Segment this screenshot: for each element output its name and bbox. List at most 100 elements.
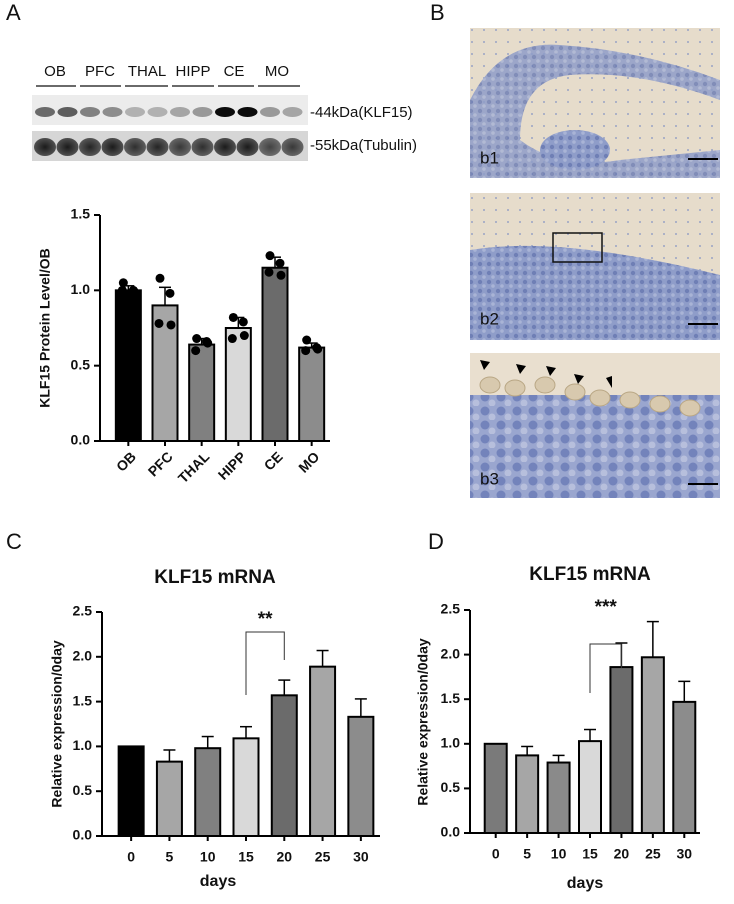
x-axis-label: days (567, 875, 604, 892)
blot-band (102, 107, 123, 117)
panel-label: A (6, 0, 21, 25)
data-point (264, 267, 274, 277)
bar (309, 665, 337, 837)
data-point (313, 344, 323, 354)
blot-band (192, 107, 213, 117)
image-label: b3 (480, 469, 499, 488)
y-axis-label: KLF15 Protein Level/OB (37, 248, 53, 407)
y-tick-label: 1.0 (71, 281, 91, 297)
x-tick-label: 25 (645, 846, 661, 862)
bar (483, 742, 508, 834)
blot-band (35, 107, 55, 117)
blot-group: THAL (128, 63, 166, 80)
x-tick-label: 5 (166, 849, 174, 865)
image-label: b2 (480, 309, 499, 328)
blot-band (125, 107, 145, 117)
data-point (192, 334, 202, 344)
x-tick-label: CE (261, 448, 286, 473)
y-tick-label: 0.5 (73, 782, 93, 798)
histology-b2 (470, 193, 720, 340)
blot-band (124, 138, 146, 156)
blot-band (34, 138, 56, 156)
blot-group: PFC (85, 63, 115, 80)
histology-b1 (470, 28, 720, 178)
x-tick-label: 0 (127, 849, 135, 865)
bar (114, 289, 142, 443)
x-tick-label: HIPP (215, 448, 249, 482)
data-point (166, 320, 176, 330)
blot-band (56, 138, 79, 156)
data-point (165, 288, 175, 298)
y-tick-label: 2.5 (441, 601, 461, 617)
y-tick-label: 1.0 (73, 737, 93, 753)
y-tick-label: 2.0 (441, 645, 461, 661)
y-tick-label: 0.5 (441, 779, 461, 795)
x-tick-label: 5 (523, 846, 531, 862)
data-point (117, 285, 127, 295)
bar (270, 694, 298, 837)
y-tick-label: 2.0 (73, 648, 93, 664)
y-tick-label: 0.5 (71, 356, 91, 372)
bar (117, 745, 145, 838)
histology-b3 (470, 353, 720, 498)
x-tick-label: 0 (492, 846, 500, 862)
image-label: b1 (480, 148, 499, 167)
y-tick-label: 1.0 (441, 735, 461, 751)
data-point (154, 318, 164, 328)
bar (672, 700, 697, 834)
data-point (302, 335, 312, 345)
blot-band (169, 138, 191, 156)
data-point (301, 346, 311, 356)
x-tick-label: MO (295, 448, 322, 475)
data-point (227, 334, 237, 344)
significance-label: *** (595, 597, 618, 618)
x-tick-label: 30 (353, 849, 369, 865)
blot-group: HIPP (175, 63, 210, 80)
bar (640, 656, 665, 834)
data-point (155, 273, 165, 283)
data-point (265, 251, 275, 261)
data-point (239, 331, 249, 341)
blot-band (147, 107, 168, 117)
data-point (276, 270, 286, 280)
x-tick-label: 20 (614, 846, 630, 862)
x-axis-label: days (200, 873, 237, 890)
bar (155, 760, 183, 838)
chart-title: KLF15 mRNA (529, 564, 651, 585)
blot-band (237, 107, 258, 117)
x-tick-label: 20 (276, 849, 292, 865)
significance-bracket (589, 643, 622, 693)
data-point (118, 278, 128, 288)
y-tick-label: 1.5 (441, 690, 461, 706)
x-tick-label: 30 (676, 846, 692, 862)
x-tick-label: 10 (551, 846, 567, 862)
band-label: -55kDa(Tubulin) (310, 137, 417, 154)
blot-band (101, 138, 124, 156)
x-tick-label: PFC (145, 448, 176, 479)
y-tick-label: 1.5 (73, 692, 93, 708)
blot-band (282, 107, 303, 117)
data-point (129, 287, 139, 297)
panel-label: D (428, 529, 444, 554)
y-tick-label: 1.5 (71, 206, 91, 222)
western-blot (32, 95, 308, 161)
y-tick-label: 2.5 (73, 603, 93, 619)
y-tick-label: 0.0 (71, 432, 91, 448)
x-tick-label: 25 (315, 849, 331, 865)
blot-band (146, 138, 169, 156)
panel-label: B (430, 0, 445, 25)
y-tick-label: 0.0 (441, 824, 461, 840)
data-point (203, 338, 213, 348)
y-axis-label: Relative expression/0day (49, 640, 65, 808)
blot-band (57, 107, 78, 117)
bar (224, 327, 252, 442)
blot-band (236, 138, 259, 156)
x-tick-label: 15 (582, 846, 598, 862)
data-point (191, 346, 201, 356)
y-axis-label: Relative expression/0day (415, 638, 431, 806)
bar (194, 747, 222, 838)
bar (261, 266, 289, 442)
bar (232, 737, 260, 837)
blot-group: OB (44, 63, 66, 80)
